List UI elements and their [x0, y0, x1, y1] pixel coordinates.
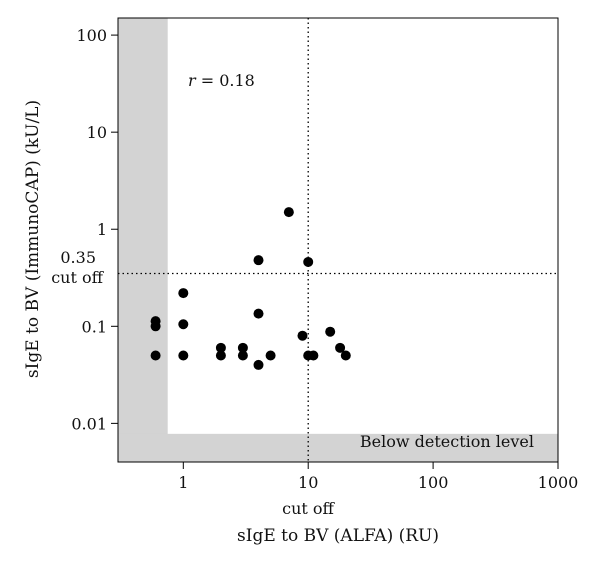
data-point: [325, 326, 336, 337]
data-point: [265, 350, 276, 361]
x-tick-label: 1000: [538, 473, 579, 492]
y-tick-label: 0.1: [82, 317, 107, 336]
data-points: [150, 207, 351, 370]
plot-frame: [117, 17, 559, 463]
y-cutoff-value: 0.35: [60, 248, 96, 267]
data-point: [215, 342, 226, 353]
y-cutoff-label: cut off: [51, 268, 104, 287]
data-point: [253, 308, 264, 319]
x-tick-label: 10: [298, 473, 318, 492]
data-point: [150, 321, 161, 332]
data-point: [237, 342, 248, 353]
x-tick-label: 100: [418, 473, 449, 492]
shaded-region-1: [118, 433, 558, 462]
correlation-annotation: r = 0.18: [188, 71, 255, 90]
data-point: [297, 330, 308, 341]
reference-lines: [118, 18, 558, 462]
y-tick-label: 1: [97, 220, 107, 239]
data-point: [283, 207, 294, 218]
data-point: [237, 350, 248, 361]
data-point: [340, 350, 351, 361]
y-axis-title: sIgE to BV (ImmunoCAP) (kU/L): [23, 100, 43, 378]
shaded-region-0: [118, 18, 168, 462]
y-axis: 0.01 0.1 1 10 100: [71, 26, 118, 433]
y-tick-label: 0.01: [71, 414, 107, 433]
y-tick-label: 10: [87, 123, 107, 142]
r-symbol: r: [188, 71, 197, 90]
data-point: [178, 319, 189, 330]
y-tick-label: 100: [76, 26, 107, 45]
data-point: [335, 342, 346, 353]
data-point: [303, 256, 314, 267]
shaded-regions: [118, 18, 558, 462]
data-point: [253, 255, 264, 266]
data-point: [308, 350, 319, 361]
x-axis-title: sIgE to BV (ALFA) (RU): [237, 526, 439, 546]
data-point: [150, 350, 161, 361]
data-point: [178, 350, 189, 361]
data-point: [215, 350, 226, 361]
x-tick-label: 1: [178, 473, 188, 492]
x-cutoff-label: cut off: [282, 499, 335, 518]
data-point: [178, 288, 189, 299]
x-axis: 1 10 100 1000: [178, 462, 578, 492]
r-value: = 0.18: [196, 71, 255, 90]
below-detection-label: Below detection level: [360, 432, 534, 451]
data-point: [253, 359, 264, 370]
